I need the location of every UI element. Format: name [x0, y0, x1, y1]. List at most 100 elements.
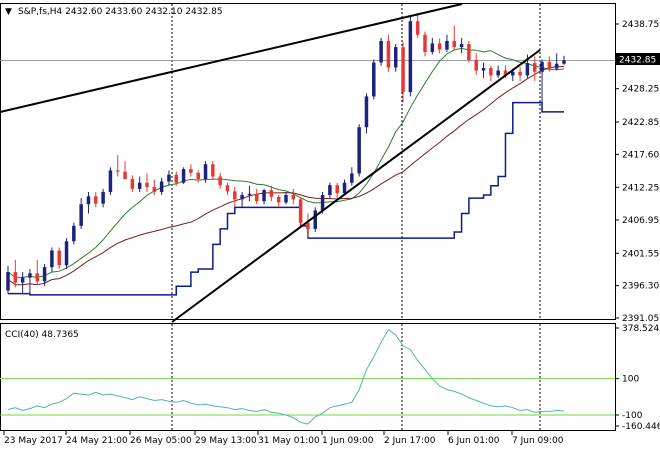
candle-body[interactable]	[108, 170, 113, 192]
price-axis-label: 2428.25	[622, 85, 659, 95]
candle-body[interactable]	[94, 196, 98, 204]
candle-body[interactable]	[203, 164, 208, 180]
time-axis-label: 23 May 2017	[4, 436, 63, 446]
candle-body[interactable]	[415, 21, 420, 35]
main-panel-frame	[0, 3, 616, 320]
price-axis-label: 2438.75	[622, 20, 659, 30]
candle-body[interactable]	[13, 272, 18, 283]
candle-body[interactable]	[137, 182, 142, 189]
candle-body[interactable]	[218, 176, 222, 186]
candle-body[interactable]	[101, 191, 105, 204]
cci-indicator: 378.5245 100 -100-160.4467	[0, 324, 660, 432]
candle-body[interactable]	[152, 187, 157, 192]
candle-body[interactable]	[42, 267, 47, 282]
candle-body[interactable]	[28, 273, 32, 278]
candle-body[interactable]	[298, 199, 303, 223]
candle-body[interactable]	[254, 193, 259, 202]
candle-body[interactable]	[386, 40, 391, 68]
candle-body[interactable]	[489, 68, 493, 76]
time-axis-label: 2 Jun 17:00	[384, 436, 436, 446]
trendlines[interactable]	[0, 3, 541, 323]
candle-body[interactable]	[167, 174, 171, 182]
candle-body[interactable]	[233, 191, 237, 200]
candle-body[interactable]	[86, 196, 91, 205]
price-axis-label: 2401.55	[622, 249, 659, 259]
candle-body[interactable]	[452, 40, 457, 48]
candle-body[interactable]	[445, 40, 449, 50]
candle-body[interactable]	[50, 250, 54, 268]
candle-body[interactable]	[401, 47, 405, 93]
candle-body[interactable]	[20, 277, 25, 283]
candle-body[interactable]	[276, 196, 281, 203]
price-axis-label: 2417.60	[622, 150, 659, 160]
candle-body[interactable]	[342, 182, 347, 194]
candle-body[interactable]	[72, 225, 76, 242]
candle-body[interactable]	[496, 70, 500, 76]
candle-body[interactable]	[79, 204, 83, 226]
candle-body[interactable]	[196, 172, 200, 180]
candle-body[interactable]	[540, 61, 544, 72]
candlesticks[interactable]	[6, 13, 566, 295]
candle-body[interactable]	[320, 195, 325, 211]
candle-body[interactable]	[437, 43, 442, 50]
time-axis-label: 7 Jun 09:00	[512, 436, 564, 446]
current-price-badge	[616, 53, 660, 65]
candle-body[interactable]	[335, 185, 339, 194]
price-axis-label: 2396.30	[622, 282, 659, 292]
candle-body[interactable]	[130, 179, 135, 189]
candle-body[interactable]	[511, 71, 515, 76]
symbol-dropdown-arrow-icon[interactable]: ▼	[5, 7, 12, 17]
candle-body[interactable]	[532, 63, 537, 72]
candle-body[interactable]	[313, 210, 318, 229]
candle-body[interactable]	[357, 127, 361, 174]
candle-body[interactable]	[518, 71, 522, 76]
rising-trendline[interactable]	[171, 49, 541, 323]
time-axis-label: 6 Jun 01:00	[448, 436, 500, 446]
candle-body[interactable]	[284, 195, 288, 203]
upper-trendline[interactable]	[0, 3, 463, 113]
cci-panel-frame	[0, 323, 616, 431]
candle-body[interactable]	[35, 273, 40, 282]
candle-body[interactable]	[408, 21, 413, 93]
candle-body[interactable]	[372, 62, 376, 97]
candle-body[interactable]	[159, 181, 164, 192]
candle-body[interactable]	[306, 222, 310, 229]
candle-body[interactable]	[6, 272, 10, 291]
candle-body[interactable]	[240, 195, 244, 200]
candle-body[interactable]	[430, 43, 435, 53]
candle-body[interactable]	[423, 34, 427, 53]
candle-body[interactable]	[262, 190, 266, 202]
candle-body[interactable]	[174, 174, 179, 183]
candle-body[interactable]	[189, 169, 193, 173]
candle-body[interactable]	[364, 96, 369, 128]
candle-body[interactable]	[328, 185, 332, 196]
candle-body[interactable]	[379, 40, 383, 63]
candle-body[interactable]	[393, 47, 398, 68]
candle-body[interactable]	[225, 185, 230, 192]
candle-body[interactable]	[291, 195, 296, 200]
cci-axis-label: -100	[622, 411, 643, 421]
candle-body[interactable]	[247, 193, 252, 196]
candle-body[interactable]	[474, 60, 478, 71]
candle-body[interactable]	[503, 70, 508, 76]
slow-moving-average-line	[7, 66, 565, 286]
candle-body[interactable]	[115, 170, 120, 172]
time-axis-label: 31 May 01:00	[258, 436, 320, 446]
candle-body[interactable]	[525, 63, 530, 76]
candle-body[interactable]	[64, 241, 69, 266]
candle-body[interactable]	[269, 190, 274, 197]
candle-body[interactable]	[467, 44, 471, 61]
candle-body[interactable]	[123, 171, 127, 180]
candle-body[interactable]	[350, 173, 354, 183]
candle-body[interactable]	[481, 68, 486, 71]
candle-body[interactable]	[562, 60, 566, 64]
candle-body[interactable]	[57, 250, 61, 266]
candle-body[interactable]	[181, 169, 186, 183]
candle-body[interactable]	[459, 44, 464, 48]
candle-body[interactable]	[554, 63, 559, 69]
candle-body[interactable]	[211, 164, 215, 177]
candle-body[interactable]	[145, 182, 149, 188]
candle-body[interactable]	[547, 61, 552, 69]
